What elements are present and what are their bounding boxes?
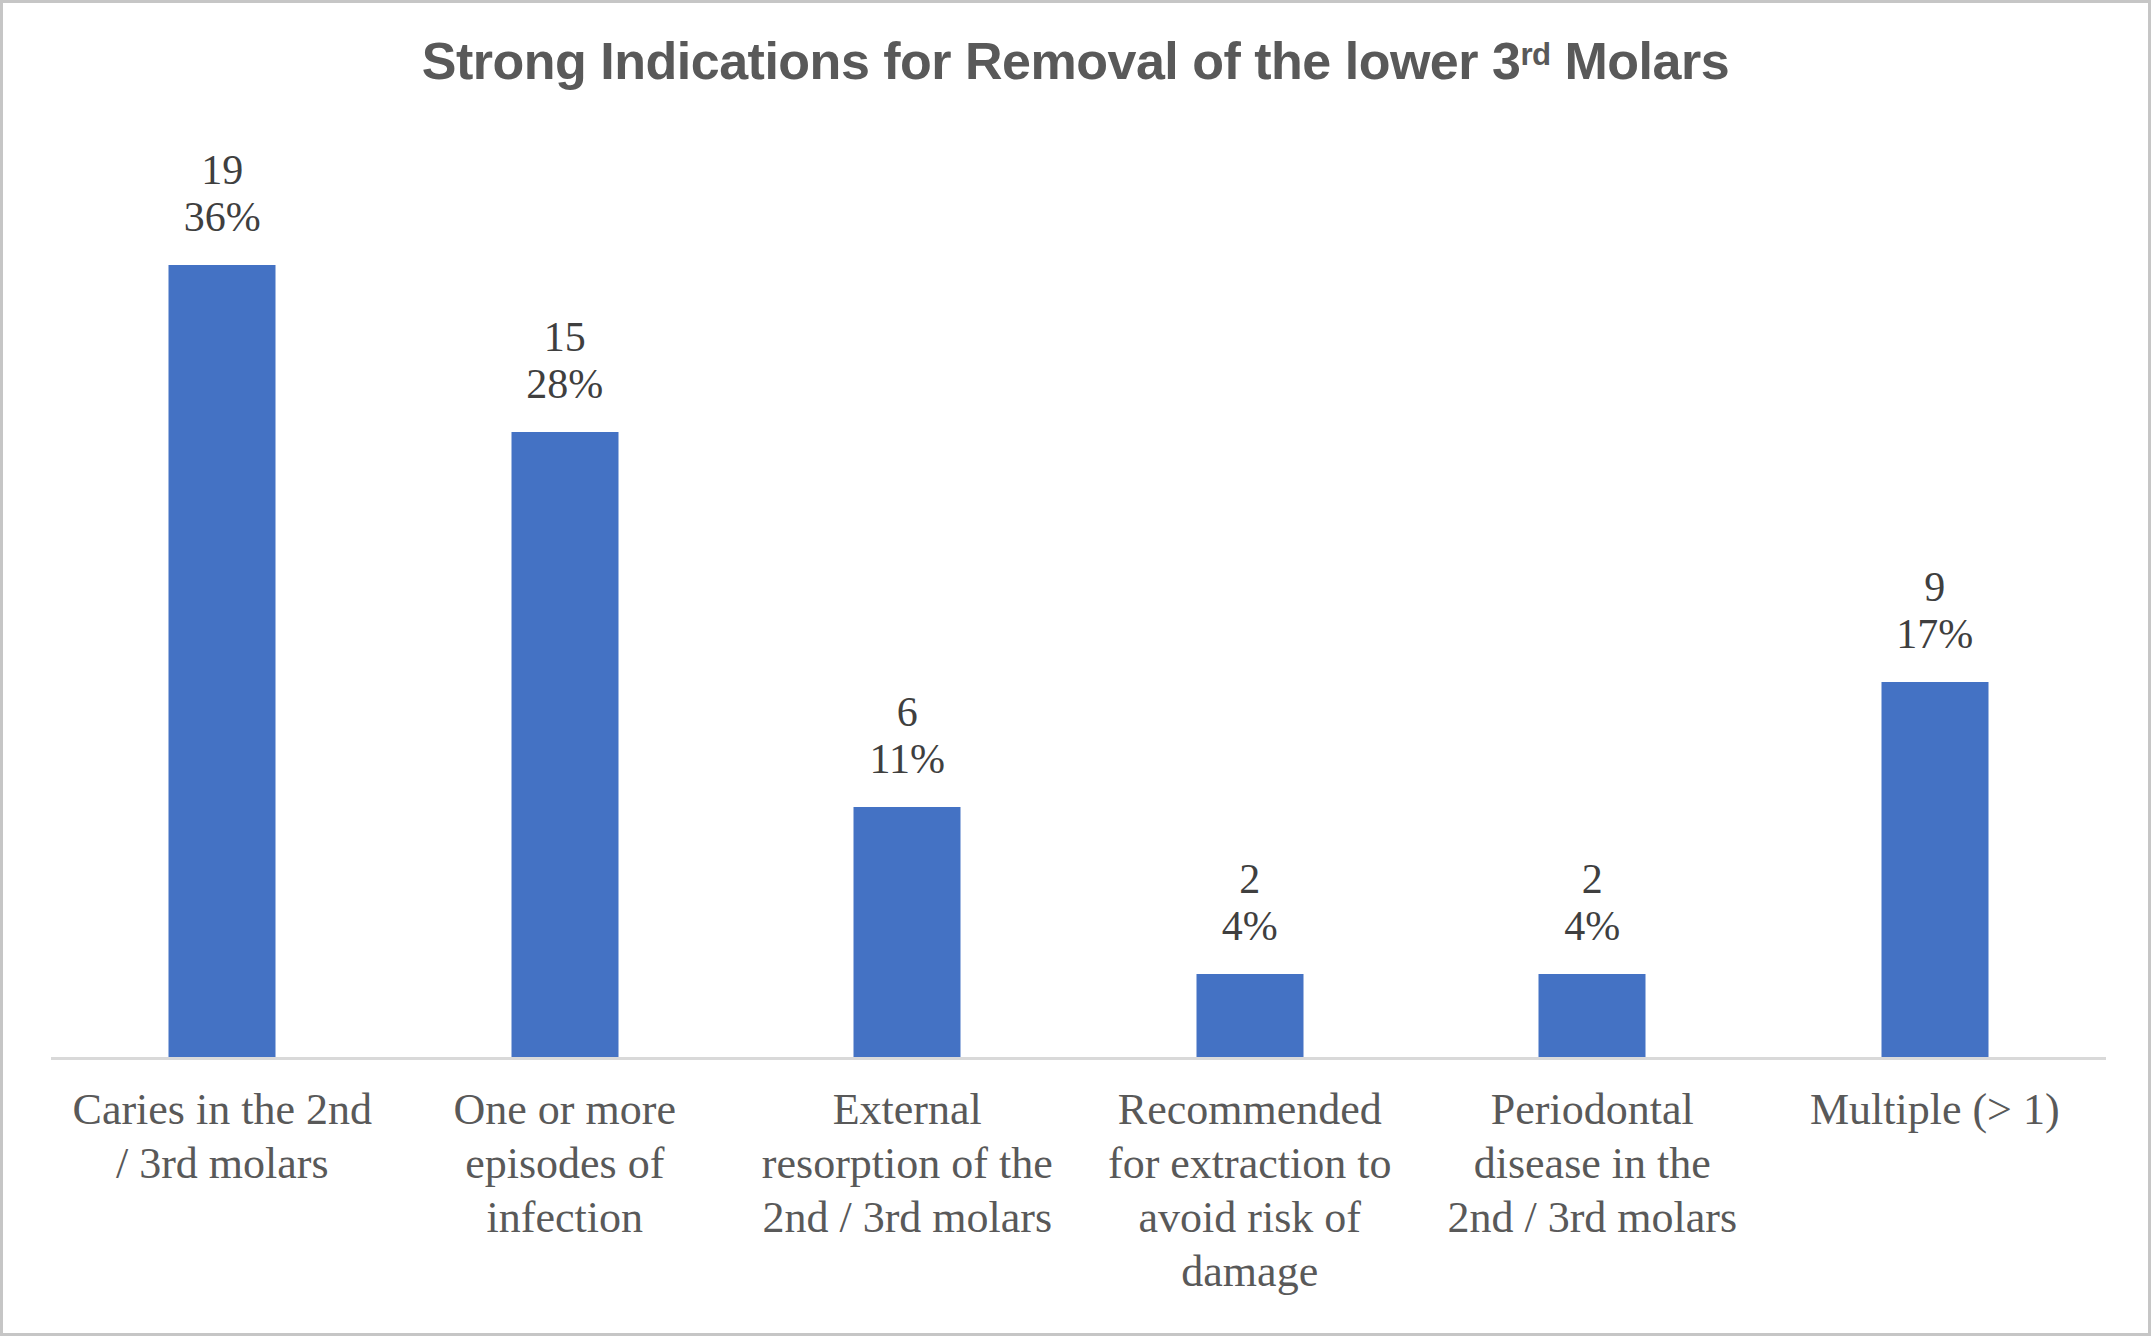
value-label: 19 36% bbox=[184, 147, 261, 241]
bar-column: 9 17% bbox=[1764, 113, 2107, 1057]
chart-title-superscript: rd bbox=[1520, 37, 1550, 72]
value-label: 9 17% bbox=[1896, 564, 1973, 658]
category-label: Periodontal disease in the 2nd / 3rd mol… bbox=[1421, 1083, 1764, 1299]
category-label: External resorption of the 2nd / 3rd mol… bbox=[736, 1083, 1079, 1299]
chart-figure: Strong Indications for Removal of the lo… bbox=[0, 0, 2151, 1336]
value-label: 6 11% bbox=[870, 689, 945, 783]
bar-column: 2 4% bbox=[1421, 113, 1764, 1057]
chart-title-suffix: Molars bbox=[1551, 32, 1730, 90]
bar-column: 2 4% bbox=[1079, 113, 1422, 1057]
category-axis: Caries in the 2nd / 3rd molarsOne or mor… bbox=[51, 1083, 2106, 1299]
bar-column: 6 11% bbox=[736, 113, 1079, 1057]
value-label: 2 4% bbox=[1564, 856, 1620, 950]
bar bbox=[854, 807, 961, 1057]
bar bbox=[511, 432, 618, 1057]
value-label: 2 4% bbox=[1222, 856, 1278, 950]
bar bbox=[1881, 682, 1988, 1057]
chart-title: Strong Indications for Removal of the lo… bbox=[3, 31, 2148, 91]
value-label: 15 28% bbox=[526, 314, 603, 408]
category-label: Caries in the 2nd / 3rd molars bbox=[51, 1083, 394, 1299]
bar bbox=[1539, 974, 1646, 1057]
plot-area: 19 36% 15 28% 6 11% 2 4% 2 4% 9 17% bbox=[51, 113, 2106, 1060]
bar-column: 19 36% bbox=[51, 113, 394, 1057]
bar bbox=[169, 265, 276, 1057]
category-label: One or more episodes of infection bbox=[394, 1083, 737, 1299]
bar-column: 15 28% bbox=[394, 113, 737, 1057]
category-label: Multiple (> 1) bbox=[1764, 1083, 2107, 1299]
chart-title-prefix: Strong Indications for Removal of the lo… bbox=[422, 32, 1521, 90]
category-label: Recommended for extraction to avoid risk… bbox=[1079, 1083, 1422, 1299]
bar bbox=[1196, 974, 1303, 1057]
